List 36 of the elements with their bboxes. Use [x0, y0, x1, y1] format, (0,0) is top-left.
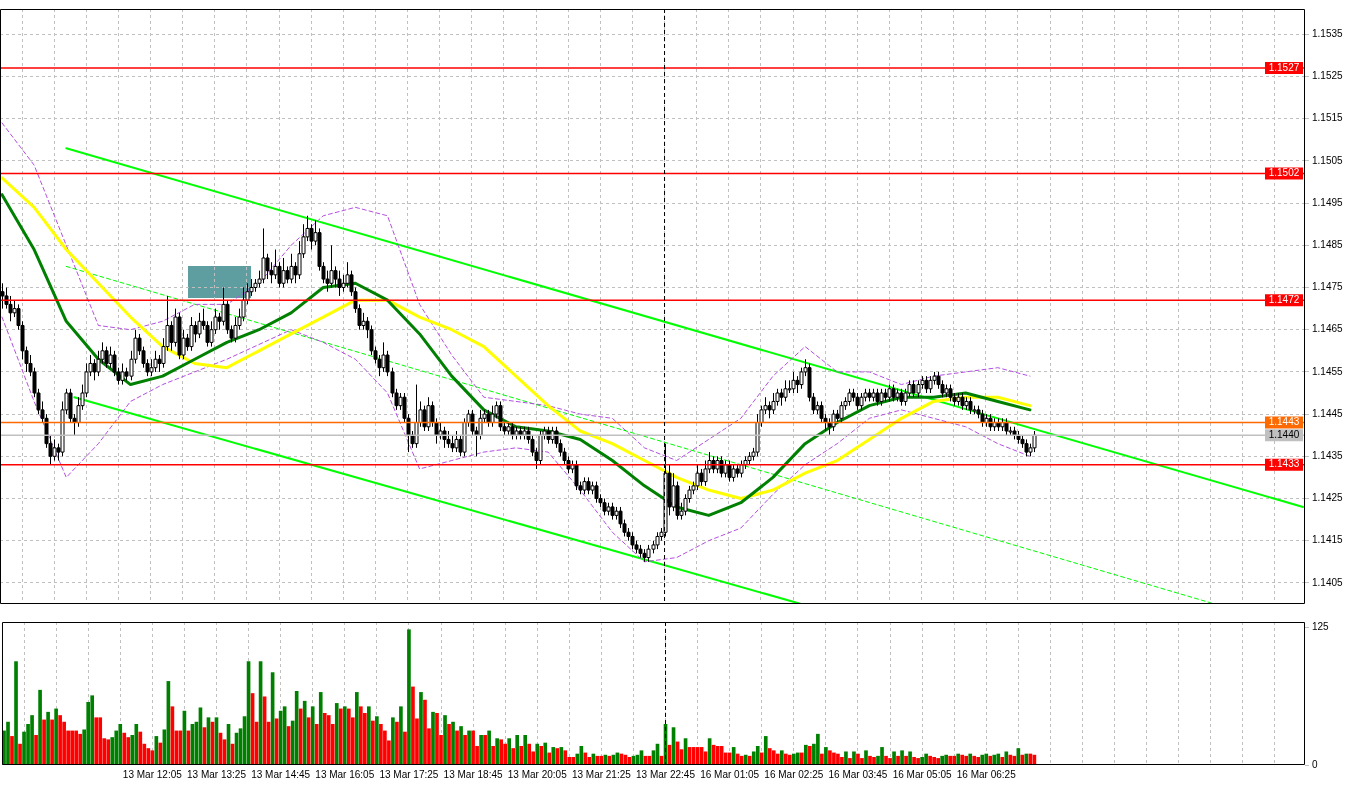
y-tick-label: 1.1485	[1312, 239, 1344, 251]
x-tick-label: 16 Mar 03:45	[828, 768, 888, 780]
y-tick-label: 1.1415	[1312, 534, 1344, 546]
y-tick-label: 1.1475	[1312, 281, 1344, 293]
y-tick-label: 1.1435	[1312, 450, 1344, 462]
y-tick-label: 1.1465	[1312, 323, 1344, 335]
y-tick-label: 1.1505	[1312, 154, 1344, 166]
x-tick-label: 13 Mar 14:45	[251, 768, 311, 780]
x-tick-label: 13 Mar 21:25	[571, 768, 632, 780]
x-tick-label: 13 Mar 22:45	[636, 768, 696, 780]
y-tick-label: 1.1445	[1312, 407, 1344, 419]
x-tick-label: 13 Mar 13:25	[187, 768, 247, 780]
y-tick-label: 1.1455	[1312, 365, 1344, 377]
y-tick-label: 1.1495	[1312, 196, 1344, 208]
ref-line-label: 1.1433	[1268, 458, 1300, 470]
x-tick-label: 13 Mar 18:45	[443, 768, 503, 780]
y-tick-label: 1.1525	[1312, 70, 1344, 82]
y-tick-label: 1.1535	[1312, 28, 1344, 40]
x-tick-label: 13 Mar 17:25	[379, 768, 439, 780]
x-tick-label: 13 Mar 12:05	[122, 768, 183, 780]
ref-line-label: 1.1502	[1268, 167, 1300, 179]
ref-line-label: 1.1440	[1268, 428, 1300, 440]
y-tick-label: 1.1515	[1312, 112, 1344, 124]
x-tick-label: 16 Mar 02:25	[764, 768, 824, 780]
y-tick-label: 125	[1312, 621, 1330, 633]
ref-line-label: 1.1443	[1268, 416, 1300, 428]
x-tick-label: 13 Mar 20:05	[507, 768, 568, 780]
x-tick-label: 16 Mar 05:05	[892, 768, 953, 780]
y-tick-label: 0	[1312, 758, 1318, 770]
x-tick-label: 16 Mar 01:05	[700, 768, 760, 780]
y-tick-label: 1.1425	[1312, 492, 1344, 504]
y-tick-label: 1.1405	[1312, 576, 1344, 588]
ref-line-label: 1.1527	[1268, 61, 1300, 73]
x-tick-label: 16 Mar 06:25	[956, 768, 1017, 780]
x-tick-label: 13 Mar 16:05	[315, 768, 375, 780]
ref-line-label: 1.1472	[1268, 293, 1300, 305]
